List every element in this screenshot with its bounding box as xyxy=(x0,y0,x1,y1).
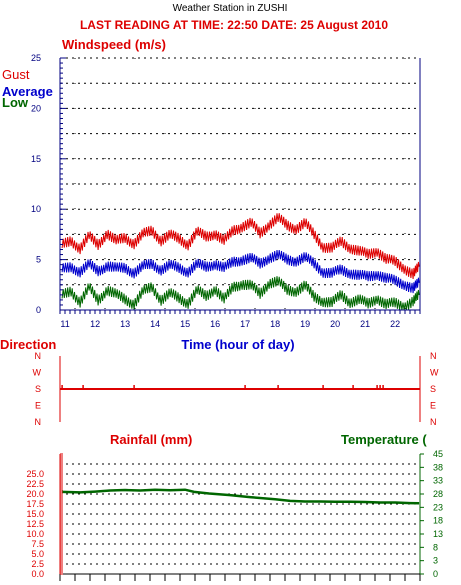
direction-label-left: N xyxy=(35,417,42,427)
rain-grid xyxy=(60,463,420,565)
direction-label-right: N xyxy=(430,417,437,427)
wind-y-tick-label: 15 xyxy=(31,154,41,164)
direction-label-left: N xyxy=(35,351,42,361)
rain-y-tick-label: 7.5 xyxy=(31,539,44,549)
windspeed-title: Windspeed (m/s) xyxy=(62,37,166,52)
wind-x-tick-label: 13 xyxy=(120,319,130,329)
temperature-y-tick-label: 45 xyxy=(433,449,443,459)
wind-x-tick-label: 14 xyxy=(150,319,160,329)
rain-y-tick-label: 17.5 xyxy=(26,499,44,509)
direction-marks xyxy=(60,385,420,390)
temperature-y-tick-label: 33 xyxy=(433,476,443,486)
legend-low: Low xyxy=(2,95,29,110)
wind-x-tick-label: 21 xyxy=(360,319,370,329)
rain-y-tick-label: 15.0 xyxy=(26,509,44,519)
direction-label-right: N xyxy=(430,351,437,361)
wind-line-gust xyxy=(61,213,420,280)
wind-x-tick-label: 12 xyxy=(90,319,100,329)
station-title: Weather Station in ZUSHI xyxy=(173,3,288,14)
wind-x-tick-label: 11 xyxy=(60,319,69,329)
wind-x-tick-label: 20 xyxy=(330,319,340,329)
direction-label-right: S xyxy=(430,384,436,394)
direction-label-right: W xyxy=(430,368,439,378)
direction-title: Direction xyxy=(0,337,56,352)
temperature-y-tick-label: 8 xyxy=(433,542,438,552)
wind-x-ticks: 11 12 13 14 15 16 17 18 19 20 21 22 xyxy=(60,319,400,329)
x-axis-label: Time (hour of day) xyxy=(181,337,294,352)
wind-x-tick-label: 22 xyxy=(390,319,400,329)
wind-line-low xyxy=(61,276,420,311)
wind-x-tick-label: 15 xyxy=(180,319,190,329)
rain-axes xyxy=(59,453,421,581)
wind-y-tick-label: 5 xyxy=(36,255,41,265)
rain-y-ticks: 0.02.55.07.510.012.515.017.520.022.525.0 xyxy=(26,469,44,579)
rain-series xyxy=(62,488,420,505)
direction-label-left: E xyxy=(35,401,41,411)
temperature-y-tick-label: 38 xyxy=(433,462,443,472)
direction-label-left: S xyxy=(35,384,41,394)
wind-x-tick-label: 16 xyxy=(210,319,220,329)
wind-line-average xyxy=(61,250,420,294)
wind-series xyxy=(61,213,420,311)
rain-y-tick-label: 20.0 xyxy=(26,489,44,499)
wind-y-ticks: 0 5 10 15 20 25 xyxy=(31,53,41,315)
last-reading-line: LAST READING AT TIME: 22:50 DATE: 25 Aug… xyxy=(80,18,388,32)
wind-x-tick-label: 18 xyxy=(270,319,280,329)
legend-average: Average xyxy=(2,84,53,99)
temperature-y-tick-label: 0 xyxy=(433,569,438,579)
rain-y-tick-label: 22.5 xyxy=(26,479,44,489)
temperature-y-tick-label: 28 xyxy=(433,489,443,499)
rainfall-title: Rainfall (mm) xyxy=(110,432,192,447)
wind-y-tick-label: 0 xyxy=(36,305,41,315)
wind-x-tick-label: 19 xyxy=(300,319,310,329)
rain-y-tick-label: 25.0 xyxy=(26,469,44,479)
temperature-y-tick-label: 3 xyxy=(433,556,438,566)
rain-y-tick-label: 2.5 xyxy=(31,559,44,569)
wind-x-tick-label: 17 xyxy=(240,319,250,329)
wind-y-tick-label: 20 xyxy=(31,103,41,113)
wind-y-tick-label: 10 xyxy=(31,204,41,214)
temperature-y-tick-label: 13 xyxy=(433,529,443,539)
rain-y-tick-label: 5.0 xyxy=(31,549,44,559)
wind-axes xyxy=(59,57,421,314)
temperature-y-tick-label: 23 xyxy=(433,502,443,512)
rain-y-tick-label: 0.0 xyxy=(31,569,44,579)
direction-labels: N NW WS SE EN N xyxy=(33,351,440,427)
wind-y-tick-label: 25 xyxy=(31,53,41,63)
direction-label-right: E xyxy=(430,401,436,411)
temperature-line xyxy=(62,488,420,505)
legend-gust: Gust xyxy=(2,67,30,82)
rain-y-tick-label: 12.5 xyxy=(26,519,44,529)
wind-grid xyxy=(60,57,420,310)
rain-y-tick-label: 10.0 xyxy=(26,529,44,539)
temperature-y-tick-label: 18 xyxy=(433,516,443,526)
temperature-title: Temperature ( xyxy=(341,432,427,447)
direction-label-left: W xyxy=(33,368,42,378)
